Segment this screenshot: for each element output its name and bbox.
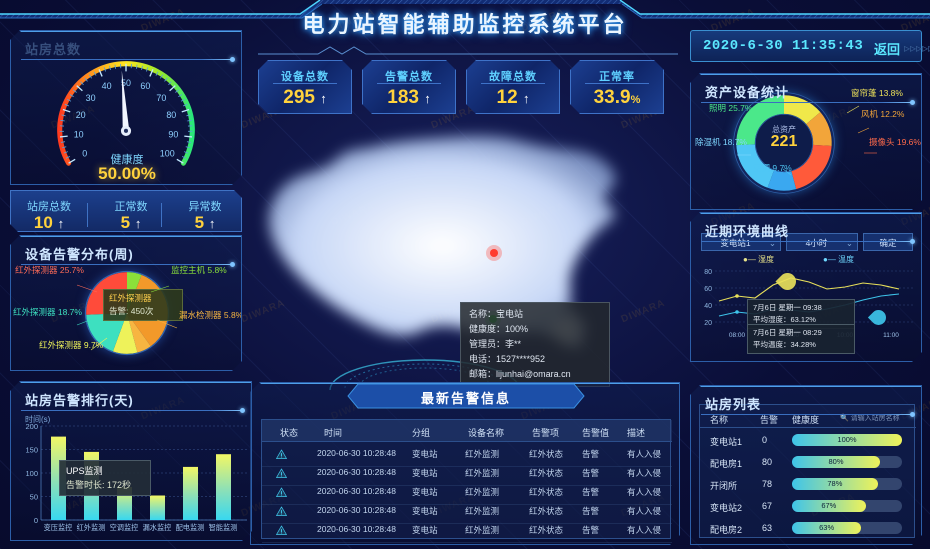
svg-text:200: 200	[25, 424, 38, 431]
svg-text:70: 70	[156, 93, 166, 103]
svg-text:10: 10	[74, 130, 84, 140]
svg-text:80: 80	[166, 110, 176, 120]
svg-text:80: 80	[704, 269, 712, 276]
svg-text:30: 30	[86, 93, 96, 103]
svg-text:60: 60	[704, 286, 712, 293]
svg-text:11:00: 11:00	[883, 332, 899, 339]
svg-text:空调监控: 空调监控	[110, 523, 139, 532]
svg-text:▹▹▹▹▹: ▹▹▹▹▹	[904, 41, 930, 55]
svg-text:90: 90	[168, 130, 178, 140]
svg-text:红外监测: 红外监测	[77, 523, 106, 532]
svg-text:智能监测: 智能监测	[209, 523, 238, 532]
svg-text:变压监控: 变压监控	[44, 523, 73, 532]
svg-text:08:00: 08:00	[729, 332, 746, 339]
svg-text:0: 0	[34, 516, 38, 525]
svg-text:50: 50	[30, 493, 38, 502]
svg-text:150: 150	[25, 446, 38, 455]
svg-text:配电监测: 配电监测	[176, 523, 205, 532]
svg-text:40: 40	[102, 81, 112, 91]
svg-text:漏水监控: 漏水监控	[143, 523, 172, 532]
svg-text:20: 20	[704, 320, 712, 327]
svg-text:60: 60	[140, 81, 150, 91]
svg-text:100: 100	[25, 469, 38, 478]
svg-text:20: 20	[76, 110, 86, 120]
svg-text:40: 40	[704, 303, 712, 310]
